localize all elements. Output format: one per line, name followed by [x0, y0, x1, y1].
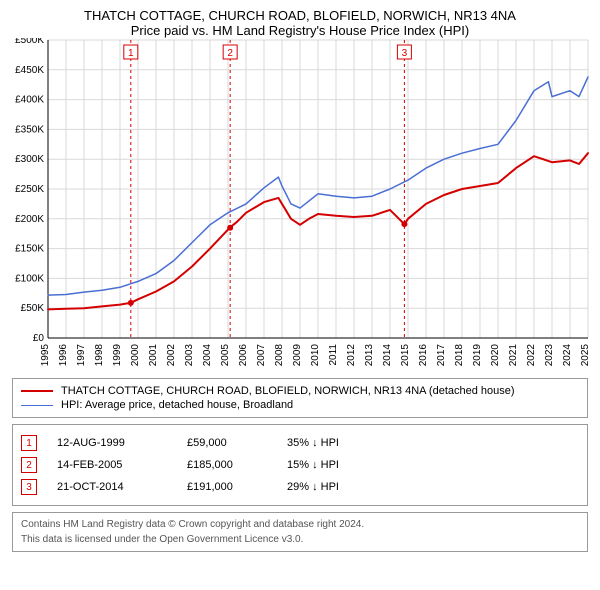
svg-text:2016: 2016: [418, 344, 429, 367]
event-date: 14-FEB-2005: [57, 459, 167, 471]
svg-text:£0: £0: [33, 333, 45, 344]
svg-text:2022: 2022: [526, 344, 537, 367]
event-date: 21-OCT-2014: [57, 481, 167, 493]
event-price: £59,000: [187, 437, 267, 449]
footer-line1: Contains HM Land Registry data © Crown c…: [21, 518, 579, 532]
svg-text:1998: 1998: [94, 344, 105, 367]
svg-text:£200K: £200K: [15, 214, 44, 225]
event-delta: 35% ↓ HPI: [287, 437, 339, 449]
event-marker: 2: [21, 457, 37, 473]
legend-item: HPI: Average price, detached house, Broa…: [21, 399, 579, 411]
price-chart-figure: THATCH COTTAGE, CHURCH ROAD, BLOFIELD, N…: [0, 0, 600, 552]
svg-text:2017: 2017: [436, 344, 447, 367]
svg-text:2025: 2025: [580, 344, 591, 367]
event-delta: 29% ↓ HPI: [287, 481, 339, 493]
chart-title-line2: Price paid vs. HM Land Registry's House …: [0, 23, 600, 38]
line-chart: £0 £50K £100K £150K £200K £250K £300K £350K £400…: [0, 38, 600, 378]
svg-text:£300K: £300K: [15, 154, 44, 165]
svg-text:2: 2: [227, 48, 233, 59]
svg-text:£500K: £500K: [15, 38, 44, 46]
svg-text:2002: 2002: [166, 344, 177, 367]
svg-text:2014: 2014: [382, 344, 393, 367]
svg-text:1996: 1996: [58, 344, 69, 367]
svg-text:2018: 2018: [454, 344, 465, 367]
svg-text:2007: 2007: [256, 344, 267, 367]
svg-text:2023: 2023: [544, 344, 555, 367]
svg-text:2008: 2008: [274, 344, 285, 367]
svg-text:£250K: £250K: [15, 184, 44, 195]
legend-swatch: [21, 390, 53, 392]
event-price: £191,000: [187, 481, 267, 493]
svg-text:2006: 2006: [238, 344, 249, 367]
legend-label: THATCH COTTAGE, CHURCH ROAD, BLOFIELD, N…: [61, 385, 515, 397]
svg-text:2019: 2019: [472, 344, 483, 367]
svg-text:£400K: £400K: [15, 95, 44, 106]
svg-text:2009: 2009: [292, 344, 303, 367]
event-row: 1 12-AUG-1999 £59,000 35% ↓ HPI: [21, 435, 579, 451]
events-table: 1 12-AUG-1999 £59,000 35% ↓ HPI 2 14-FEB-2005…: [12, 424, 588, 506]
chart-titles: THATCH COTTAGE, CHURCH ROAD, BLOFIELD, N…: [0, 0, 600, 38]
svg-text:2003: 2003: [184, 344, 195, 367]
svg-text:3: 3: [402, 48, 408, 59]
legend-label: HPI: Average price, detached house, Broa…: [61, 399, 293, 411]
svg-text:2020: 2020: [490, 344, 501, 367]
svg-text:1: 1: [128, 48, 134, 59]
svg-text:2015: 2015: [400, 344, 411, 367]
footer-line2: This data is licensed under the Open Gov…: [21, 533, 579, 547]
svg-text:2012: 2012: [346, 344, 357, 367]
event-price: £185,000: [187, 459, 267, 471]
event-marker: 3: [21, 479, 37, 495]
svg-text:1997: 1997: [76, 344, 87, 367]
svg-text:£50K: £50K: [21, 303, 45, 314]
footer-attribution: Contains HM Land Registry data © Crown c…: [12, 512, 588, 552]
chart-title-line1: THATCH COTTAGE, CHURCH ROAD, BLOFIELD, N…: [0, 8, 600, 23]
svg-text:£350K: £350K: [15, 124, 44, 135]
legend-swatch: [21, 405, 53, 406]
event-date: 12-AUG-1999: [57, 437, 167, 449]
svg-text:2000: 2000: [130, 344, 141, 367]
svg-text:2004: 2004: [202, 344, 213, 367]
legend: THATCH COTTAGE, CHURCH ROAD, BLOFIELD, N…: [12, 378, 588, 418]
legend-item: THATCH COTTAGE, CHURCH ROAD, BLOFIELD, N…: [21, 385, 579, 397]
svg-text:1995: 1995: [40, 344, 51, 367]
svg-text:2011: 2011: [328, 344, 339, 366]
svg-text:2013: 2013: [364, 344, 375, 367]
svg-text:2005: 2005: [220, 344, 231, 367]
svg-text:£100K: £100K: [15, 273, 44, 284]
svg-text:£150K: £150K: [15, 244, 44, 255]
svg-text:2001: 2001: [148, 344, 159, 367]
event-marker: 1: [21, 435, 37, 451]
svg-text:£450K: £450K: [15, 65, 44, 76]
event-row: 3 21-OCT-2014 £191,000 29% ↓ HPI: [21, 479, 579, 495]
svg-text:2021: 2021: [508, 344, 519, 367]
event-delta: 15% ↓ HPI: [287, 459, 339, 471]
svg-text:2024: 2024: [562, 344, 573, 367]
svg-text:1999: 1999: [112, 344, 123, 367]
event-row: 2 14-FEB-2005 £185,000 15% ↓ HPI: [21, 457, 579, 473]
svg-text:2010: 2010: [310, 344, 321, 367]
